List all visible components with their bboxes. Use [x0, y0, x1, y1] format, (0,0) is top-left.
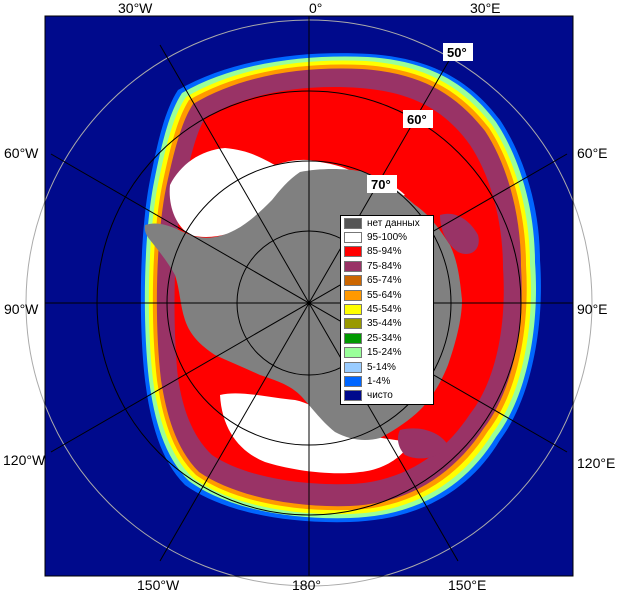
legend-swatch	[344, 375, 362, 387]
legend-label: 95-100%	[367, 232, 408, 244]
legend-item: 95-100%	[341, 230, 433, 244]
lon-label-30e: 30°E	[470, 0, 501, 16]
legend-swatch	[344, 289, 362, 301]
legend-label: 5-14%	[367, 361, 396, 373]
lat-label-70-box	[367, 175, 397, 193]
legend-item: 5-14%	[341, 360, 433, 374]
legend-item: 65-74%	[341, 274, 433, 288]
legend-label: 55-64%	[367, 289, 402, 301]
lon-label-30w: 30°W	[118, 0, 153, 16]
ice-75-84-south	[397, 428, 448, 459]
legend-label: 45-54%	[367, 304, 402, 316]
lon-label-90w: 90°W	[4, 301, 39, 317]
lat-label-60: 60°	[407, 112, 427, 127]
legend-item: чисто	[341, 389, 433, 403]
lat-label-70: 70°	[371, 177, 391, 192]
legend-item: 15-24%	[341, 346, 433, 360]
legend-swatch	[344, 217, 362, 229]
legend-swatch	[344, 304, 362, 316]
legend-item: 85-94%	[341, 245, 433, 259]
graticule	[25, 16, 593, 587]
legend-label: 1-4%	[367, 375, 391, 387]
legend-swatch	[344, 275, 362, 287]
lat-label-50: 50°	[447, 45, 467, 60]
legend-swatch	[344, 246, 362, 258]
legend-item: 25-34%	[341, 331, 433, 345]
ice-95-100-ross	[220, 393, 410, 474]
legend-swatch	[344, 390, 362, 402]
lon-label-90e: 90°E	[577, 301, 608, 317]
legend-label: 65-74%	[367, 275, 402, 287]
legend-item: 45-54%	[341, 302, 433, 316]
legend-label: 35-44%	[367, 318, 402, 330]
legend: нет данных 95-100% 85-94% 75-84% 65-74% …	[340, 215, 434, 405]
legend-swatch	[344, 232, 362, 244]
legend-swatch	[344, 361, 362, 373]
ice-75-84-east	[440, 213, 479, 255]
lon-label-0: 0°	[309, 0, 323, 16]
legend-swatch	[344, 347, 362, 359]
map-frame	[44, 15, 574, 577]
legend-label: 25-34%	[367, 332, 402, 344]
lon-label-60e: 60°E	[577, 145, 608, 161]
legend-item: нет данных	[341, 216, 433, 230]
legend-swatch	[344, 332, 362, 344]
lat-label-60-box	[403, 110, 433, 128]
lon-label-150e: 150°E	[448, 577, 487, 593]
legend-swatch	[344, 318, 362, 330]
legend-label: 15-24%	[367, 347, 402, 359]
lat-label-50-box	[443, 43, 473, 61]
legend-item: 55-64%	[341, 288, 433, 302]
legend-item: 1-4%	[341, 374, 433, 388]
meridian-60e-120w	[50, 153, 568, 453]
legend-label: нет данных	[367, 217, 420, 229]
legend-label: 85-94%	[367, 246, 402, 258]
lon-label-120w: 120°W	[3, 452, 46, 468]
legend-item: 75-84%	[341, 259, 433, 273]
legend-label: чисто	[367, 390, 393, 402]
lon-label-60w: 60°W	[4, 145, 39, 161]
lon-label-180: 180°	[292, 577, 321, 593]
lon-label-120e: 120°E	[577, 455, 616, 471]
lon-label-150w: 150°W	[137, 577, 180, 593]
legend-item: 35-44%	[341, 317, 433, 331]
legend-swatch	[344, 260, 362, 272]
legend-label: 75-84%	[367, 260, 402, 272]
